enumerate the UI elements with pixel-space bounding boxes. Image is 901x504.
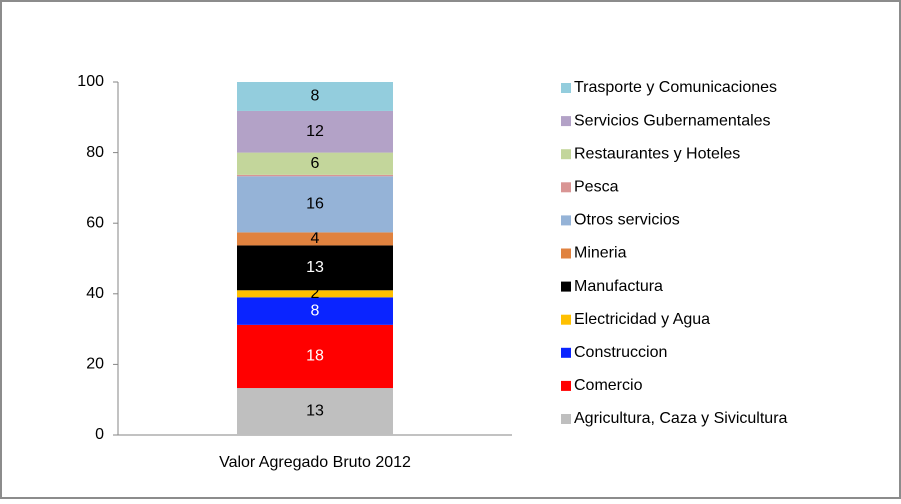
legend-swatch xyxy=(561,215,571,226)
legend-label: Otros servicios xyxy=(574,212,680,229)
bar-segment xyxy=(237,82,393,111)
bar-segment xyxy=(237,297,393,325)
bar-segment xyxy=(237,174,393,177)
legend-swatch xyxy=(561,314,571,325)
data-label: 6 xyxy=(311,155,320,172)
bar-segment xyxy=(237,245,393,291)
legend-label: Construccion xyxy=(574,344,667,361)
legend-label: Restaurantes y Hoteles xyxy=(574,145,740,162)
legend-swatch xyxy=(561,116,571,127)
legend-label: Manufactura xyxy=(574,278,663,295)
legend-swatch xyxy=(561,347,571,358)
data-label: 2 xyxy=(311,285,320,302)
legend-swatch xyxy=(561,248,571,259)
legend-label: Electricidad y Agua xyxy=(574,311,710,328)
legend-label: Agricultura, Caza y Sivicultura xyxy=(574,410,788,427)
y-tick-label: 100 xyxy=(77,73,104,90)
legend-swatch xyxy=(561,380,571,391)
data-label: 13 xyxy=(306,259,324,276)
data-label: 13 xyxy=(306,403,324,420)
y-tick-label: 20 xyxy=(86,356,104,373)
legend-label: Comercio xyxy=(574,377,643,394)
legend-swatch xyxy=(561,281,571,292)
data-label: 4 xyxy=(311,230,320,247)
data-label: 16 xyxy=(306,196,324,213)
bar-segment xyxy=(237,152,393,175)
y-tick-label: 60 xyxy=(86,214,104,231)
legend-label: Trasporte y Comunicaciones xyxy=(574,79,777,96)
bar-segment xyxy=(237,176,393,233)
legend-label: Mineria xyxy=(574,245,627,262)
data-label: 18 xyxy=(306,348,324,365)
y-tick-label: 0 xyxy=(95,426,104,443)
data-label: 8 xyxy=(311,302,320,319)
data-label: 8 xyxy=(311,88,320,105)
legend-label: Pesca xyxy=(574,179,619,196)
x-tick-label: Valor Agregado Bruto 2012 xyxy=(219,454,411,471)
bar-segment xyxy=(237,232,393,246)
y-tick-label: 80 xyxy=(86,144,104,161)
legend-label: Servicios Gubernamentales xyxy=(574,112,771,129)
legend-swatch xyxy=(561,182,571,193)
bar-segment xyxy=(237,110,393,153)
legend-swatch xyxy=(561,414,571,424)
bar-segment xyxy=(237,324,393,389)
y-tick-label: 40 xyxy=(86,285,104,302)
bar-segment xyxy=(237,290,393,298)
bar-segment xyxy=(237,388,393,435)
data-label: 12 xyxy=(306,123,324,140)
legend-swatch xyxy=(561,83,571,93)
legend-swatch xyxy=(561,149,571,160)
